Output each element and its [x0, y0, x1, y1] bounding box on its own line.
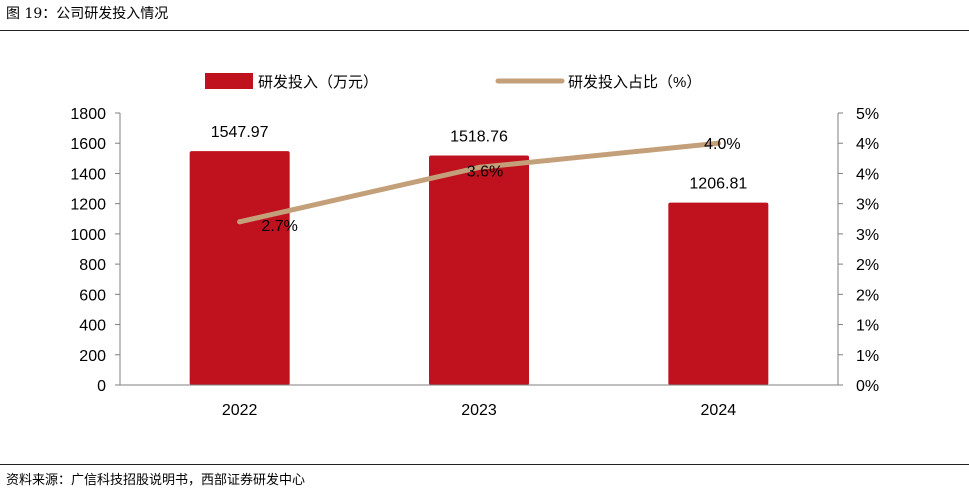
right-axis-tick-label: 3% — [856, 227, 879, 244]
line-value-label: 3.6% — [467, 163, 503, 180]
bar-value-label: 1547.97 — [211, 124, 269, 141]
x-axis-tick-label: 2022 — [222, 402, 258, 419]
top-rule — [0, 30, 969, 31]
ratio-point-2023 — [476, 164, 482, 170]
bar-value-label: 1206.81 — [689, 176, 747, 193]
ratio-point-2022 — [237, 219, 243, 225]
right-axis-tick-label: 2% — [856, 287, 879, 304]
right-axis-tick-label: 1% — [856, 348, 879, 365]
left-axis-tick-label: 1400 — [70, 166, 106, 183]
left-axis-tick-label: 0 — [97, 378, 106, 395]
bottom-rule — [0, 464, 969, 465]
ratio-point-2024 — [715, 140, 721, 146]
left-axis-tick-label: 400 — [79, 318, 106, 335]
left-axis-tick-label: 1000 — [70, 227, 106, 244]
right-axis-tick-label: 0% — [856, 378, 879, 395]
left-axis-tick-label: 600 — [79, 287, 106, 304]
right-axis-tick-label: 2% — [856, 257, 879, 274]
right-axis-tick-label: 4% — [856, 136, 879, 153]
left-axis-tick-label: 1800 — [70, 106, 106, 123]
x-axis-tick-label: 2024 — [701, 402, 737, 419]
bar-value-label: 1518.76 — [450, 128, 508, 145]
legend-label-line: 研发投入占比（%） — [568, 74, 701, 91]
right-axis-tick-label: 4% — [856, 166, 879, 183]
right-axis-tick-label: 1% — [856, 318, 879, 335]
source-note: 资料来源：广信科技招股说明书，西部证券研发中心 — [6, 473, 306, 488]
right-axis-tick-label: 5% — [856, 106, 879, 123]
line-value-label: 2.7% — [261, 218, 297, 235]
left-axis-tick-label: 1200 — [70, 197, 106, 214]
legend-label-bar: 研发投入（万元） — [258, 74, 378, 91]
left-axis-tick-label: 200 — [79, 348, 106, 365]
bar-2024 — [668, 202, 769, 385]
left-axis-tick-label: 800 — [79, 257, 106, 274]
bar-2023 — [429, 155, 529, 385]
x-axis-tick-label: 2023 — [461, 402, 497, 419]
bar-2022 — [189, 151, 290, 385]
right-axis-tick-label: 3% — [856, 197, 879, 214]
left-axis-tick-label: 1600 — [70, 136, 106, 153]
legend-swatch-bar — [205, 73, 253, 89]
line-value-label: 4.0% — [704, 136, 740, 153]
figure-title: 图 19：公司研发投入情况 — [6, 6, 169, 22]
